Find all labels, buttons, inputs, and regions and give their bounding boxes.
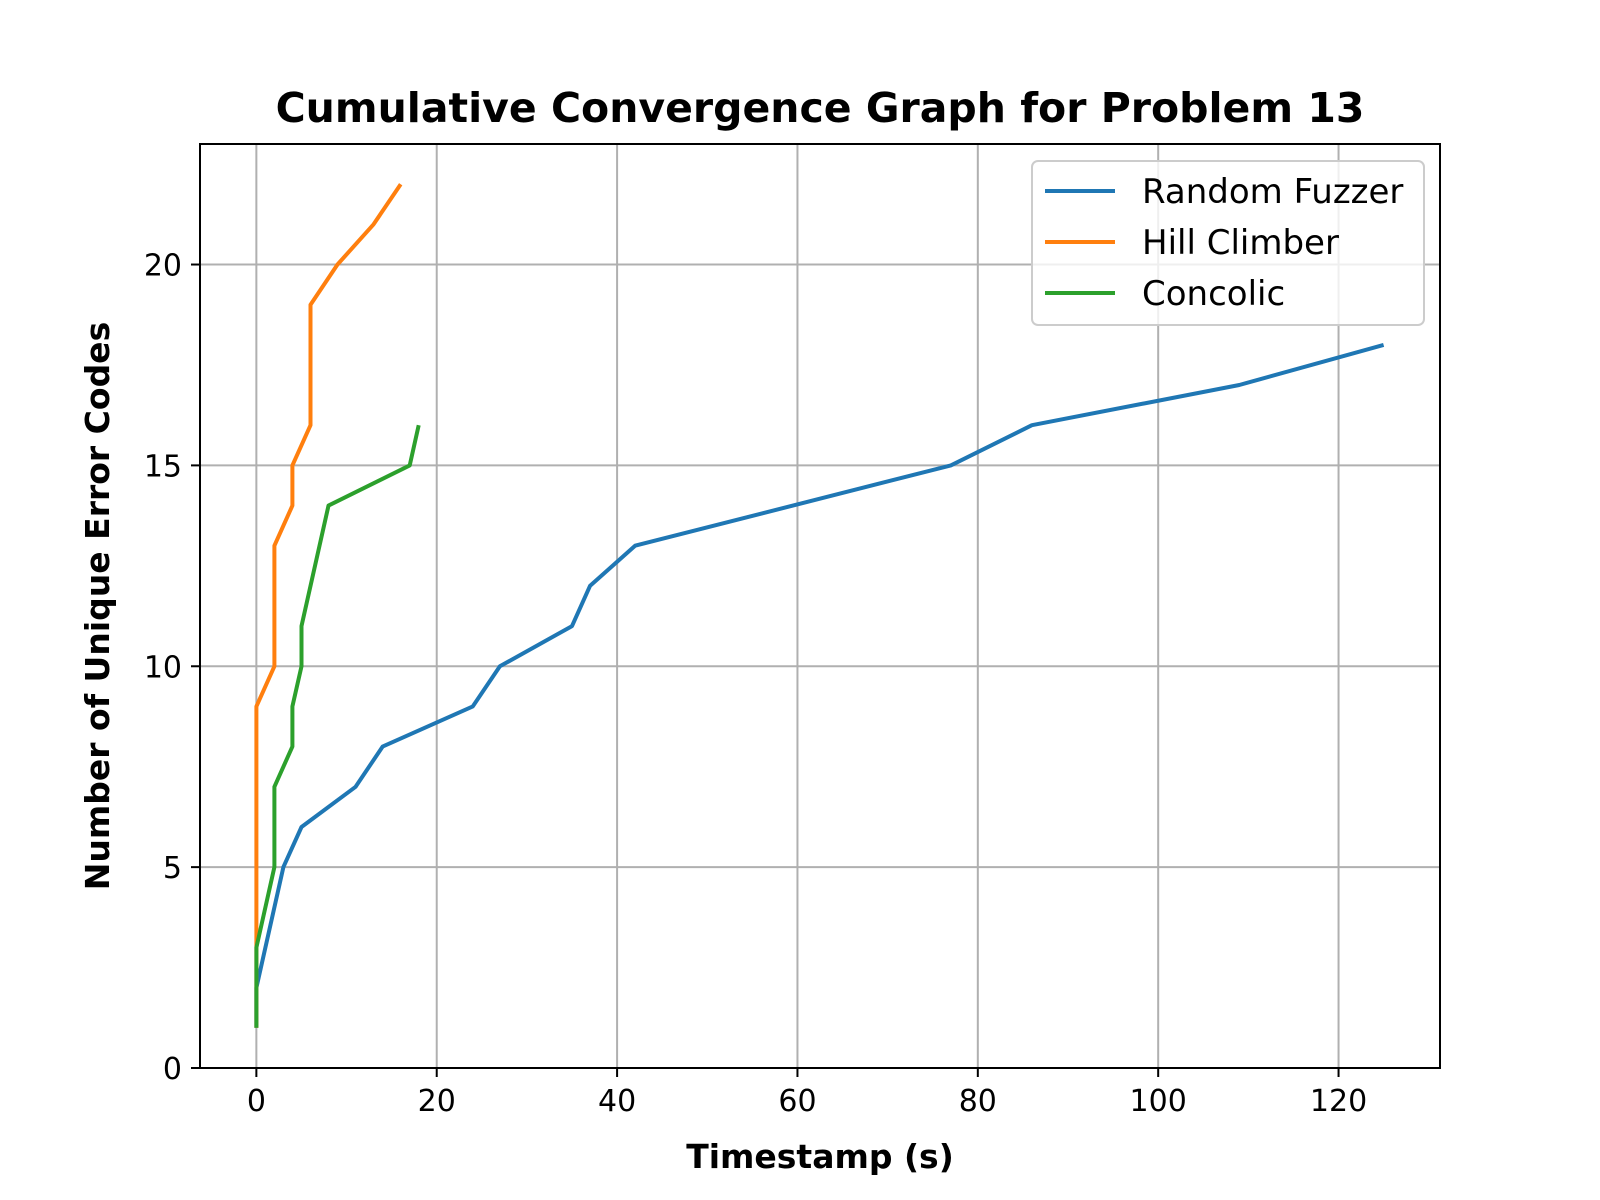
x-tick-label: 100 (1130, 1084, 1187, 1119)
legend-label: Random Fuzzer (1142, 172, 1403, 212)
legend-label: Hill Climber (1142, 223, 1339, 263)
series-line-concolic (254, 424, 421, 1028)
x-tick-label: 40 (598, 1084, 636, 1119)
legend-box (1031, 160, 1425, 326)
y-tick-label: 0 (163, 1052, 182, 1087)
series-line-hill-climber (254, 183, 403, 1028)
x-tick-label: 60 (778, 1084, 816, 1119)
chart-title: Cumulative Convergence Graph for Problem… (276, 84, 1365, 132)
y-axis-label: Number of Unique Error Codes (78, 322, 117, 890)
y-tick-label: 20 (144, 249, 182, 284)
x-axis-label: Timestamp (s) (686, 1137, 954, 1176)
x-tick-label: 120 (1310, 1084, 1367, 1119)
series-line-random-fuzzer (254, 342, 1385, 1028)
legend-label: Concolic (1142, 274, 1285, 314)
y-tick-label: 15 (144, 449, 182, 484)
y-tick-label: 5 (163, 851, 182, 886)
legend: Random Fuzzer Hill Climber Concolic (1031, 160, 1425, 326)
x-tick-label: 0 (247, 1084, 266, 1119)
x-tick-label: 80 (959, 1084, 997, 1119)
y-axis-ticks: 0 5 10 15 20 (144, 249, 200, 1087)
y-tick-label: 10 (144, 650, 182, 685)
x-axis-ticks: 0 20 40 60 80 100 120 (247, 1068, 1367, 1119)
plot-frame (199, 143, 1441, 1069)
x-tick-label: 20 (418, 1084, 456, 1119)
series-lines (254, 183, 1385, 1028)
